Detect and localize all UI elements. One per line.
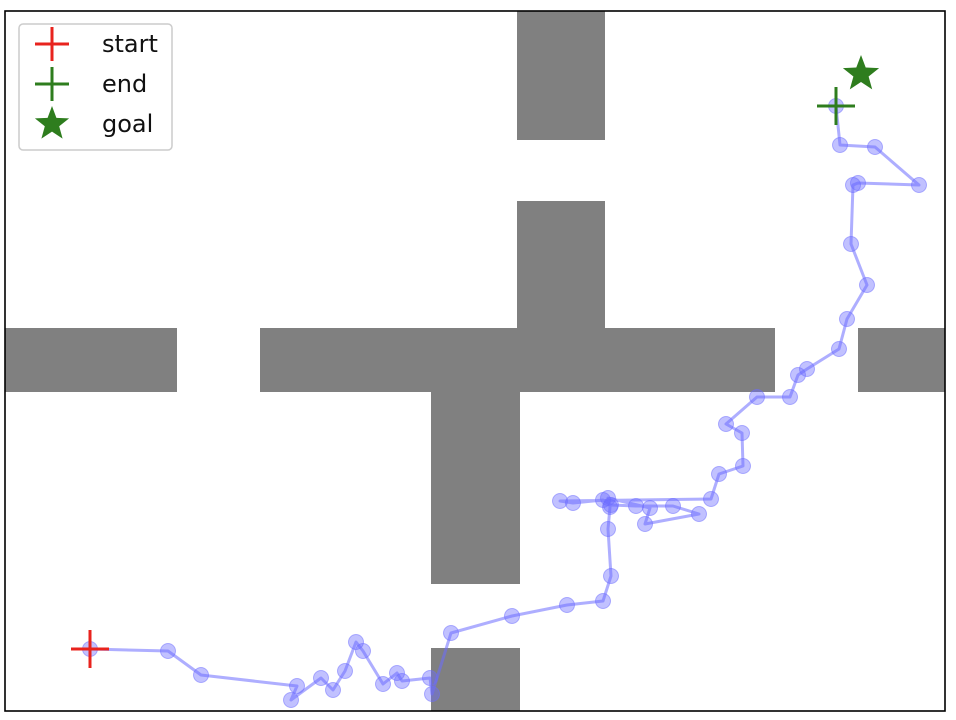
start-marker [71, 630, 109, 668]
trajectory-point [749, 389, 765, 405]
trajectory-point [422, 670, 438, 686]
trajectory-point [734, 425, 750, 441]
trajectory-point [859, 277, 875, 293]
trajectory-point [832, 137, 848, 153]
trajectory-point [691, 506, 707, 522]
trajectory-point [628, 498, 644, 514]
obstacle-block [5, 328, 177, 392]
trajectory-point [799, 361, 815, 377]
trajectory-point [394, 673, 410, 689]
trajectory-point [424, 686, 440, 702]
markers-layer [71, 55, 880, 668]
trajectory-point [375, 676, 391, 692]
goal-marker [842, 55, 880, 90]
plot-frame [4, 10, 946, 712]
trajectory-point [867, 139, 883, 155]
trajectory-point [850, 175, 866, 191]
trajectory-point [443, 625, 459, 641]
legend-end-label: end [102, 70, 147, 98]
obstacle-block [517, 11, 605, 140]
trajectory-point [843, 236, 859, 252]
trajectory-point [504, 608, 520, 624]
trajectory-point [595, 593, 611, 609]
trajectory-point [559, 597, 575, 613]
trajectory-point [637, 516, 653, 532]
trajectory-point [289, 678, 305, 694]
trajectory-point [735, 458, 751, 474]
trajectory-point [193, 667, 209, 683]
trajectory-point [839, 311, 855, 327]
trajectory-point [595, 492, 611, 508]
trajectory-point [603, 568, 619, 584]
legend-start-label: start [102, 30, 158, 58]
obstacle-block [431, 328, 520, 584]
obstacle-block [431, 648, 520, 711]
trajectory-point [389, 665, 405, 681]
legend-end-icon [35, 67, 69, 101]
trajectory-point [711, 466, 727, 482]
trajectory-point [337, 663, 353, 679]
trajectory-point [283, 692, 299, 708]
trajectory-point [160, 643, 176, 659]
trajectory-point [313, 670, 329, 686]
trajectory-point [355, 643, 371, 659]
trajectory-point [831, 341, 847, 357]
legend-goal-label: goal [102, 110, 153, 138]
trajectory-point [642, 500, 658, 516]
trajectory-point [603, 497, 619, 513]
trajectory-point [782, 389, 798, 405]
trajectory-point [790, 367, 806, 383]
trajectory-point [600, 521, 616, 537]
trajectory-point [552, 493, 568, 509]
obstacles-layer [5, 11, 945, 711]
trajectory-point [325, 682, 341, 698]
legend: start end goal [18, 23, 173, 151]
end-marker [817, 87, 855, 125]
obstacle-block [858, 328, 945, 392]
legend-goal-icon [34, 106, 70, 139]
trajectory-point [565, 495, 581, 511]
legend-start-icon [35, 27, 69, 61]
trajectory-point [718, 416, 734, 432]
trajectory-point [703, 491, 719, 507]
trajectory-point [911, 177, 927, 193]
trajectory-point [665, 498, 681, 514]
